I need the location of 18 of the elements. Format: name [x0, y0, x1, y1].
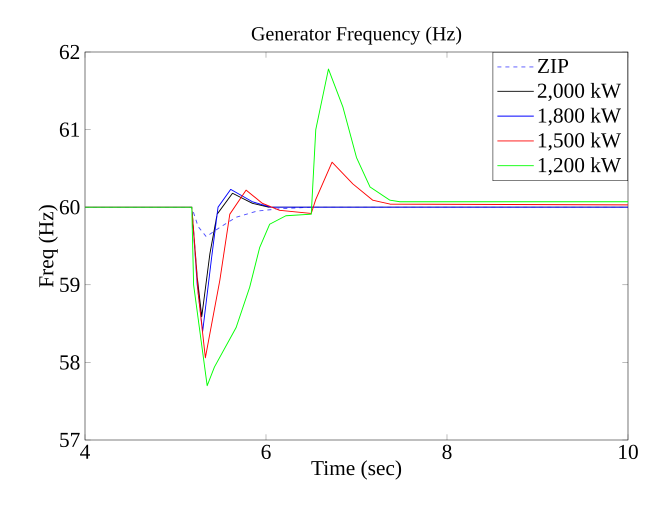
legend-label: 1,800 kW [538, 108, 621, 126]
y-tick-label: 60 [60, 200, 80, 214]
x-tick-label: 10 [619, 444, 638, 460]
y-tick-label: 58 [60, 355, 80, 370]
y-tick-label: 57 [60, 432, 80, 448]
chart-title: Generator Frequency (Hz) [252, 26, 462, 45]
legend-label: 1,500 kW [538, 132, 621, 151]
legend-label: 1,200 kW [538, 157, 621, 176]
x-tick-label: 8 [442, 444, 452, 460]
legend-label: 2,000 kW [538, 82, 621, 101]
x-tick-label: 4 [80, 444, 90, 459]
y-tick-label: 61 [60, 122, 80, 137]
legend-label: ZIP [538, 58, 568, 73]
x-tick-label: 6 [262, 444, 271, 460]
x-axis-title: Time (sec) [311, 460, 402, 480]
y-tick-label: 62 [60, 44, 80, 60]
y-tick-label: 59 [60, 278, 80, 292]
y-axis-title: Freq (Hz) [38, 205, 58, 288]
